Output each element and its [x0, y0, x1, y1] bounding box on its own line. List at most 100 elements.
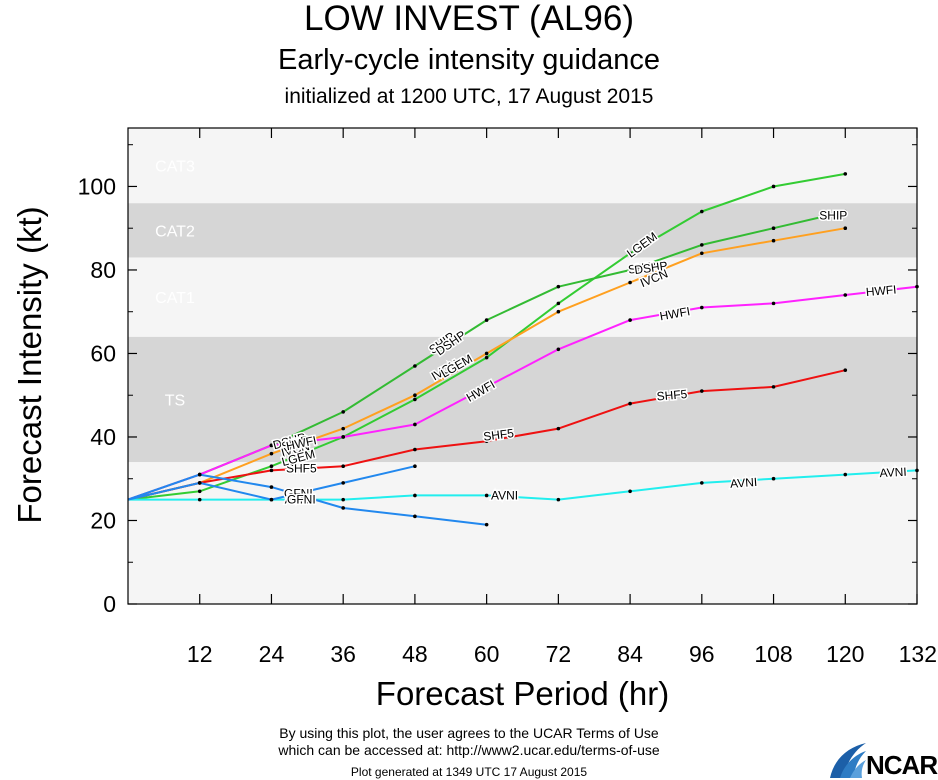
- point-ship: [771, 184, 776, 189]
- series-label: GFNI: [287, 493, 316, 507]
- band-cat2: [128, 203, 917, 258]
- band-label-cat2: CAT2: [155, 223, 195, 240]
- point-hwfi: [269, 443, 274, 448]
- point-dshp: [341, 410, 345, 414]
- point-avni: [413, 493, 417, 498]
- ncar-logo-text: NCAR: [866, 750, 938, 780]
- y-axis-label: Forecast Intensity (kt): [11, 206, 48, 524]
- point-ship: [700, 209, 704, 214]
- point-shf5: [771, 385, 776, 389]
- series-label: AVNI: [730, 475, 758, 491]
- point-ivcn: [341, 426, 345, 431]
- series-line-model-7: [127, 473, 487, 526]
- series-label: HWFI: [285, 433, 318, 453]
- x-axis-label: Forecast Period (hr): [375, 675, 670, 712]
- point-avni: [843, 472, 848, 477]
- point-model-7: [341, 506, 345, 510]
- point-ivcn: [556, 309, 561, 314]
- series-label: SHF5: [286, 461, 317, 475]
- point-shf5: [556, 426, 561, 431]
- band-label-cat1: CAT1: [155, 290, 195, 307]
- band-label-ts: TS: [165, 392, 185, 409]
- terms-line-1: By using this plot, the user agrees to t…: [279, 725, 659, 741]
- point-avni: [700, 481, 704, 485]
- point-hwfi: [700, 305, 704, 310]
- series-label: AVNI: [285, 493, 312, 507]
- point-model-7: [197, 472, 202, 477]
- point-ship: [484, 355, 489, 360]
- point-dshp: [484, 318, 489, 322]
- point-hwfi: [341, 435, 345, 439]
- chart-title: LOW INVEST (AL96): [303, 0, 634, 38]
- point-shf5: [413, 447, 417, 452]
- band-label-cat3: CAT3: [155, 159, 195, 176]
- point-model-7: [269, 485, 274, 489]
- point-hwfi: [413, 422, 417, 427]
- point-model-6: [269, 497, 274, 502]
- x-tick-label: 48: [402, 641, 428, 667]
- point-ivcn: [628, 280, 632, 285]
- series-label: SHIP: [819, 209, 847, 223]
- point-ivcn: [413, 393, 417, 398]
- series-label: DSHP: [634, 259, 669, 278]
- init-time: initialized at 1200 UTC, 17 August 2015: [284, 85, 654, 108]
- series-line-hwfi: [127, 285, 918, 501]
- band-ts: [128, 336, 917, 463]
- series-label: AVNI: [491, 488, 518, 502]
- x-tick-label: 24: [259, 641, 285, 667]
- point-hwfi: [771, 301, 776, 306]
- plot-frame: [127, 127, 918, 605]
- point-model-6: [197, 481, 202, 485]
- point-ivcn: [771, 238, 776, 243]
- y-tick-label: 60: [90, 340, 116, 366]
- point-model-6: [341, 481, 345, 485]
- point-ship: [843, 172, 848, 176]
- point-hwfi: [556, 347, 561, 352]
- series-label: GFNI: [284, 486, 313, 500]
- point-shf5: [628, 401, 632, 406]
- y-tick-label: 40: [90, 424, 116, 450]
- x-tick-label: 36: [330, 641, 356, 667]
- y-tick-label: 0: [103, 591, 116, 617]
- y-tick-label: 100: [78, 173, 116, 199]
- point-dshp: [700, 243, 704, 247]
- terms-line-2: which can be accessed at: http://www2.uc…: [278, 742, 660, 758]
- y-tick-label: 80: [90, 257, 116, 283]
- point-ship: [197, 489, 202, 494]
- point-ivcn: [700, 251, 704, 256]
- point-dshp: [843, 209, 848, 214]
- point-shf5: [700, 389, 704, 393]
- point-avni: [771, 476, 776, 481]
- point-dshp: [413, 364, 417, 368]
- point-ivcn: [484, 351, 489, 356]
- x-tick-label: 60: [474, 641, 500, 667]
- point-shf5: [341, 464, 345, 469]
- x-tick-label: 108: [754, 641, 792, 667]
- series-label: SHIP: [627, 259, 657, 277]
- point-hwfi: [628, 318, 632, 322]
- point-ship: [413, 397, 417, 402]
- point-ship: [628, 251, 632, 256]
- x-tick-label: 84: [617, 641, 643, 667]
- generated-time: Plot generated at 1349 UTC 17 August 201…: [350, 765, 588, 779]
- x-tick-label: 12: [187, 641, 213, 667]
- point-avni: [197, 497, 202, 502]
- point-shf5: [269, 468, 274, 473]
- point-avni: [484, 493, 489, 498]
- band-cat3: [128, 128, 917, 204]
- point-avni: [556, 497, 561, 502]
- point-model-7: [484, 522, 489, 527]
- point-ship: [269, 464, 274, 469]
- x-tick-label: 72: [546, 641, 572, 667]
- x-tick-label: 96: [689, 641, 715, 667]
- point-ivcn: [843, 226, 848, 231]
- x-tick-label: 132: [899, 641, 937, 667]
- point-dshp: [771, 226, 776, 231]
- chart-subtitle: Early-cycle intensity guidance: [277, 44, 660, 76]
- point-dshp: [556, 284, 561, 289]
- point-shf5: [843, 368, 848, 372]
- point-avni: [628, 489, 632, 494]
- series-label: AVNI: [879, 465, 907, 480]
- point-model-6: [413, 464, 417, 469]
